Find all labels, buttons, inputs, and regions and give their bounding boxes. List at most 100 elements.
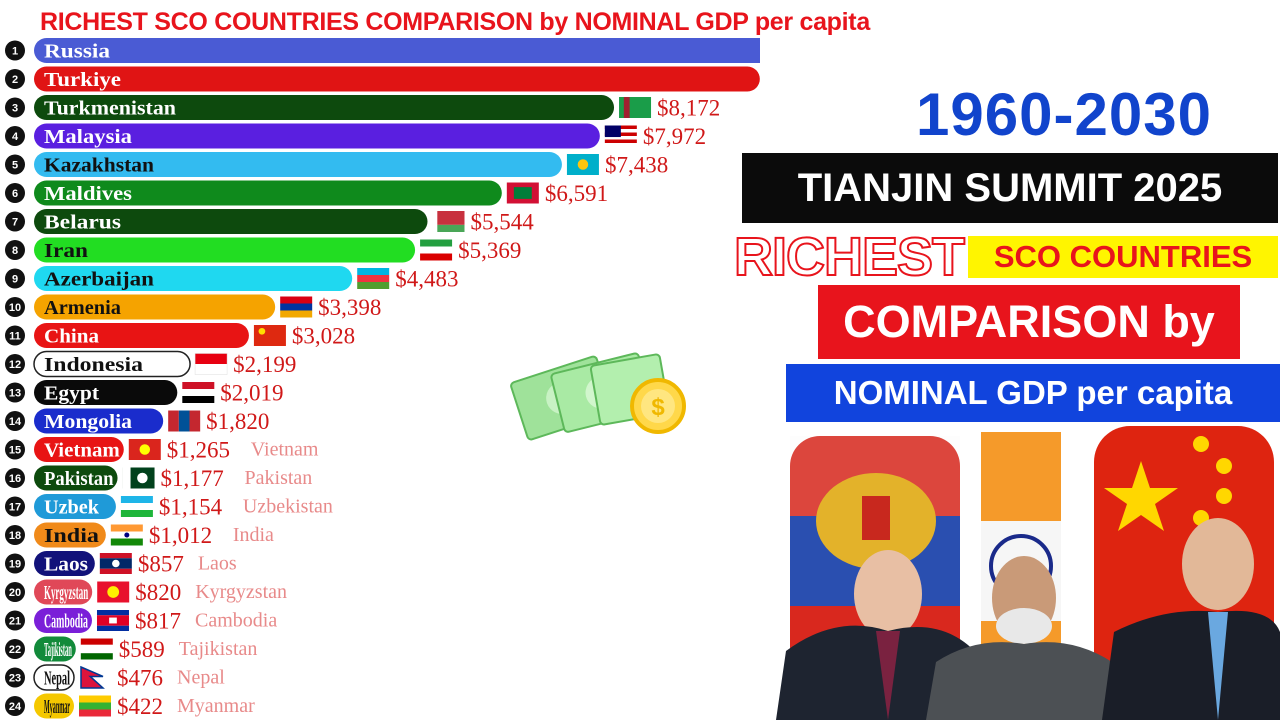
comparison-banner: COMPARISON by bbox=[818, 285, 1240, 359]
chart-title: RICHEST SCO COUNTRIES COMPARISON by NOMI… bbox=[40, 8, 870, 36]
value-label: $3,028 bbox=[292, 324, 355, 349]
bar bbox=[34, 579, 93, 605]
value-label: $7,972 bbox=[643, 124, 706, 149]
pakistan-flag-icon bbox=[122, 467, 155, 489]
rank-label: 15 bbox=[9, 445, 21, 457]
bar-label: Belarus bbox=[44, 212, 121, 234]
bar-row-nepal: 23 Nepal $476 Nepal bbox=[5, 664, 225, 691]
rank-badge bbox=[5, 69, 25, 89]
rank-label: 10 bbox=[9, 302, 21, 314]
bar-label: India bbox=[44, 525, 99, 547]
rank-badge bbox=[5, 525, 25, 545]
outside-country-label: India bbox=[233, 524, 274, 546]
belarus-flag-icon bbox=[432, 211, 465, 232]
bar-label: Pakistan bbox=[44, 468, 114, 490]
bar-label: Turkmenistan bbox=[44, 98, 176, 120]
rank-label: 6 bbox=[12, 188, 18, 200]
bar bbox=[34, 380, 178, 405]
value-label: $817 bbox=[135, 609, 181, 634]
rank-label: 16 bbox=[9, 473, 21, 485]
bar-row-india: 18 India $1,012 India bbox=[5, 522, 274, 548]
leaders-photo bbox=[776, 426, 1280, 720]
nominal-gdp-text: NOMINAL GDP per capita bbox=[833, 374, 1233, 411]
rank-label: 17 bbox=[9, 502, 21, 514]
rank-label: 1 bbox=[12, 46, 18, 58]
value-label: $2,019 bbox=[220, 381, 283, 406]
bar bbox=[34, 152, 562, 177]
azerbaijan-flag-icon bbox=[357, 268, 390, 289]
rank-badge bbox=[5, 696, 25, 716]
bar-label: Myanmar bbox=[44, 696, 70, 718]
bar bbox=[33, 350, 191, 378]
value-label: $8,172 bbox=[657, 96, 720, 121]
rank-badge bbox=[5, 553, 25, 574]
outside-country-label: Myanmar bbox=[177, 695, 255, 717]
bar bbox=[34, 323, 249, 348]
rank-badge bbox=[5, 468, 25, 488]
comparison-text: COMPARISON by bbox=[843, 296, 1215, 347]
bar-row-kazakhstan: 5 Kazakhstan $7,438 bbox=[5, 152, 668, 178]
year-range: 1960-2030 bbox=[916, 81, 1212, 148]
iran-flag-icon bbox=[420, 239, 453, 261]
bar-row-uzbekistan: 17 Uzbek $1,154 Uzbekistan bbox=[5, 494, 333, 520]
sco-countries-banner: SCO COUNTRIES bbox=[968, 236, 1278, 278]
bar-row-china: 11 China $3,028 bbox=[5, 323, 355, 349]
value-label: $5,544 bbox=[471, 210, 535, 235]
value-label: $7,438 bbox=[605, 153, 668, 178]
bar-label: Maldives bbox=[44, 183, 132, 205]
myanmar-flag-icon bbox=[79, 695, 111, 717]
rank-badge bbox=[5, 126, 25, 146]
bar-label: Malaysia bbox=[44, 126, 132, 148]
rank-badge bbox=[5, 40, 25, 61]
egypt-flag-icon bbox=[182, 382, 215, 403]
value-label: $1,265 bbox=[167, 438, 230, 463]
rank-badge bbox=[5, 183, 25, 203]
bar bbox=[34, 38, 760, 63]
bar bbox=[34, 636, 76, 662]
outside-country-label: Kyrgyzstan bbox=[195, 581, 287, 603]
bar-row-mongolia: 14 Mongolia $1,820 bbox=[5, 408, 269, 434]
outside-country-label: Tajikistan bbox=[179, 638, 258, 660]
bar-row-indonesia: 12 Indonesia $2,199 bbox=[5, 350, 296, 378]
outside-country-label: Nepal bbox=[177, 667, 225, 689]
value-label: $820 bbox=[135, 580, 181, 605]
bar bbox=[33, 664, 75, 691]
value-label: $422 bbox=[117, 694, 163, 719]
bar-label: Laos bbox=[44, 554, 88, 576]
bar-label: Mongolia bbox=[44, 411, 132, 433]
bar bbox=[34, 237, 416, 263]
rank-label: 9 bbox=[12, 274, 18, 286]
rank-label: 5 bbox=[12, 160, 18, 172]
bar-row-vietnam: 15 Vietnam $1,265 Vietnam bbox=[5, 437, 319, 463]
value-label: $476 bbox=[117, 666, 163, 691]
rank-badge bbox=[5, 639, 25, 659]
rank-label: 12 bbox=[9, 359, 21, 371]
indonesia-flag-icon bbox=[194, 353, 228, 375]
bar-row-armenia: 10 Armenia $3,398 bbox=[5, 294, 381, 320]
rank-label: 13 bbox=[9, 388, 21, 400]
value-label: $3,398 bbox=[318, 295, 381, 320]
bar-label: China bbox=[44, 326, 99, 348]
tajikistan-flag-icon bbox=[80, 638, 113, 660]
bar-label: Kazakhstan bbox=[44, 155, 154, 177]
value-label: $589 bbox=[119, 637, 165, 662]
nepal-flag-icon bbox=[80, 665, 105, 689]
bar-row-pakistan: 16 Pakistan $1,177 Pakistan bbox=[5, 465, 312, 491]
value-label: $2,199 bbox=[233, 352, 296, 377]
kyrgyzstan-flag-icon bbox=[97, 581, 130, 603]
bar-row-myanmar: 24 Myanmar $422 Myanmar bbox=[5, 693, 255, 719]
bar-row-azerbaijan: 9 Azerbaijan $4,483 bbox=[5, 266, 458, 292]
bar bbox=[34, 209, 428, 234]
bar-chart: 1Russia$10,7922Turkiye$10,2263Turkmenist… bbox=[5, 38, 760, 719]
china-flag-icon bbox=[253, 325, 286, 346]
rank-label: 20 bbox=[9, 587, 21, 599]
rank-badge bbox=[5, 297, 25, 317]
value-label: $6,591 bbox=[545, 181, 608, 206]
rank-badge bbox=[5, 154, 25, 175]
bar bbox=[34, 408, 164, 434]
rank-label: 21 bbox=[9, 616, 21, 628]
rank-badge bbox=[5, 439, 25, 460]
bar-label: Tajikistan bbox=[44, 639, 72, 661]
money-bills-coin-icon: $ $ $ bbox=[510, 352, 686, 441]
